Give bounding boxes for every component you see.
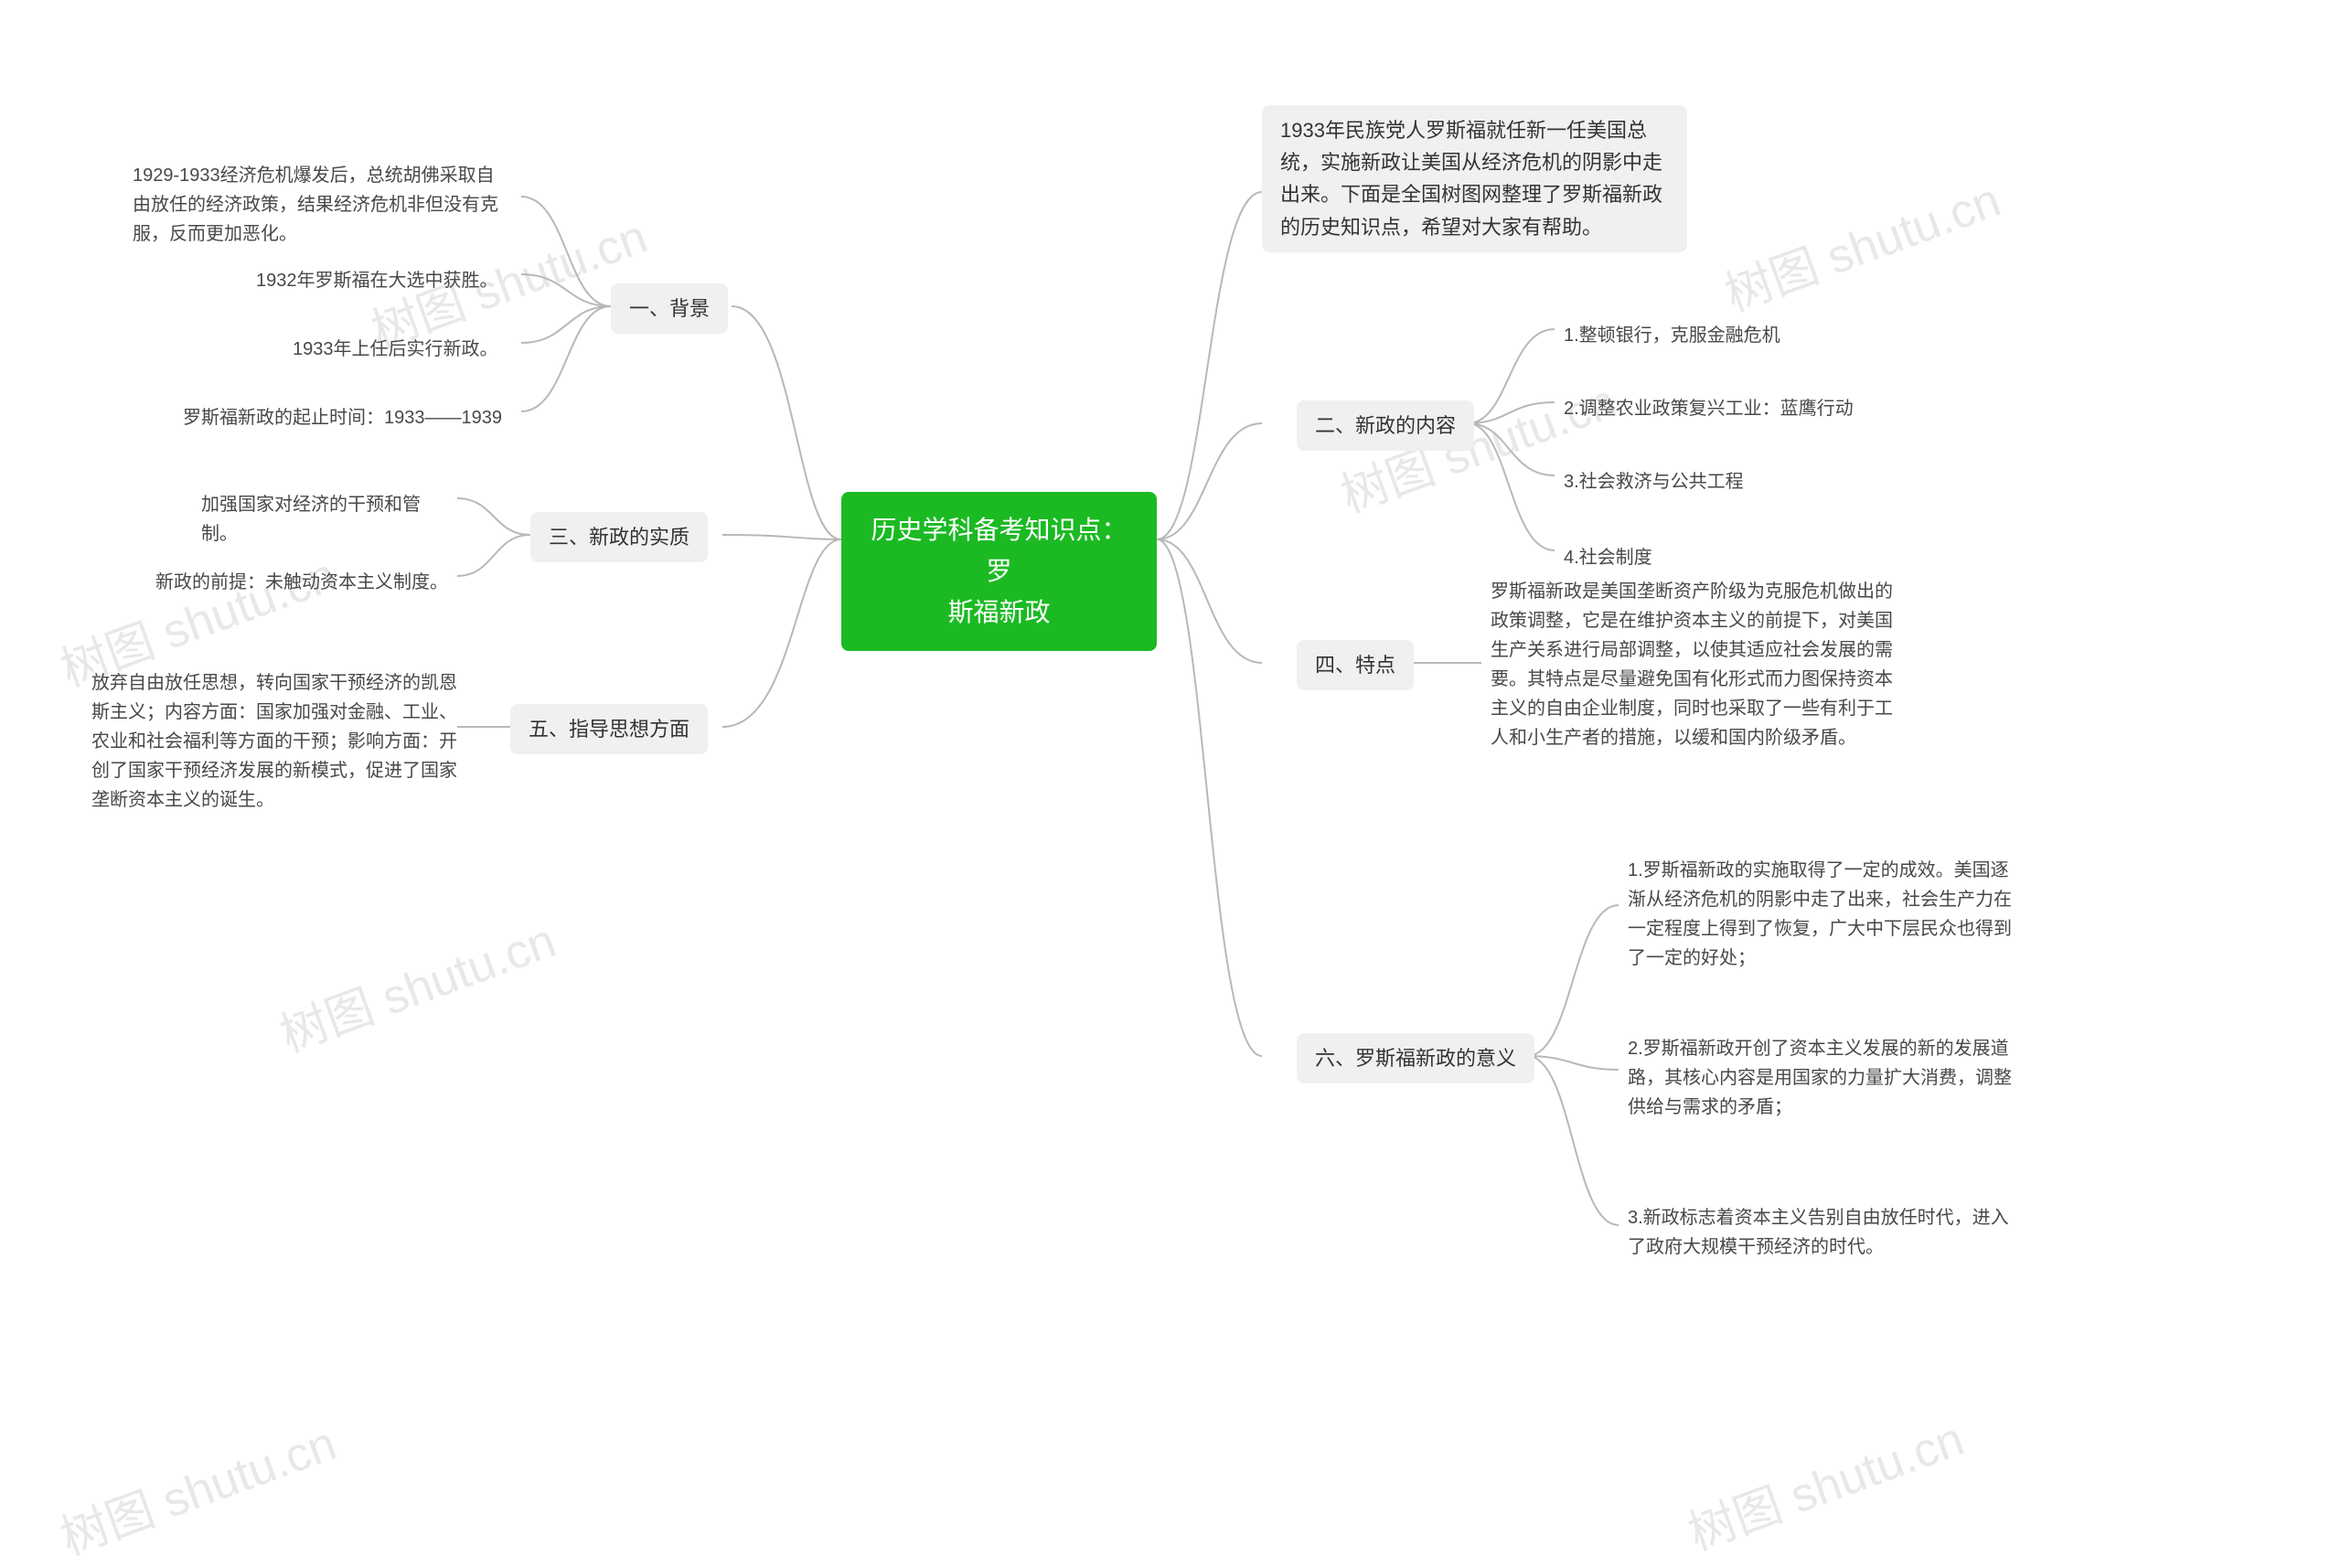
leaf-b2-c3: 3.社会救济与公共工程 (1555, 462, 1753, 502)
leaf-b1-c4: 罗斯福新政的起止时间：1933——1939 (174, 398, 521, 438)
root-title-line2: 斯福新政 (860, 592, 1138, 634)
leaf-b3-c2: 新政的前提：未触动资本主义制度。 (146, 562, 457, 603)
branch-thought: 五、指导思想方面 (510, 704, 708, 754)
mindmap-canvas: 树图 shutu.cn 树图 shutu.cn 树图 shutu.cn 树图 s… (0, 0, 2341, 1539)
leaf-b6-c2: 2.罗斯福新政开创了资本主义发展的新的发展道路，其核心内容是用国家的力量扩大消费… (1619, 1029, 2030, 1127)
branch-content: 二、新政的内容 (1297, 400, 1474, 451)
leaf-b6-c3: 3.新政标志着资本主义告别自由放任时代，进入了政府大规模干预经济的时代。 (1619, 1198, 2030, 1267)
leaf-b2-c2: 2.调整农业政策复兴工业：蓝鹰行动 (1555, 389, 1863, 429)
branch-background: 一、背景 (611, 283, 728, 334)
intro-block: 1933年民族党人罗斯福就任新一任美国总统，实施新政让美国从经济危机的阴影中走出… (1262, 105, 1687, 252)
leaf-b5-c1: 放弃自由放任思想，转向国家干预经济的凯恩斯主义；内容方面：国家加强对金融、工业、… (82, 663, 476, 820)
branch-significance: 六、罗斯福新政的意义 (1297, 1033, 1534, 1083)
root-title-line1: 历史学科备考知识点：罗 (860, 510, 1138, 592)
leaf-b6-c1: 1.罗斯福新政的实施取得了一定的成效。美国逐渐从经济危机的阴影中走了出来，社会生… (1619, 850, 2030, 978)
leaf-b3-c1: 加强国家对经济的干预和管制。 (192, 485, 457, 554)
leaf-b1-c1: 1929-1933经济危机爆发后，总统胡佛采取自由放任的经济政策，结果经济危机非… (123, 155, 517, 254)
leaf-b2-c1: 1.整顿银行，克服金融危机 (1555, 315, 1790, 356)
root-node: 历史学科备考知识点：罗 斯福新政 (841, 492, 1157, 651)
leaf-b4-c1: 罗斯福新政是美国垄断资产阶级为克服危机做出的政策调整，它是在维护资本主义的前提下… (1481, 571, 1902, 758)
branch-feature: 四、特点 (1297, 640, 1414, 690)
leaf-b1-c2: 1932年罗斯福在大选中获胜。 (247, 261, 521, 301)
leaf-b1-c3: 1933年上任后实行新政。 (283, 329, 521, 369)
branch-essence: 三、新政的实质 (530, 512, 708, 562)
